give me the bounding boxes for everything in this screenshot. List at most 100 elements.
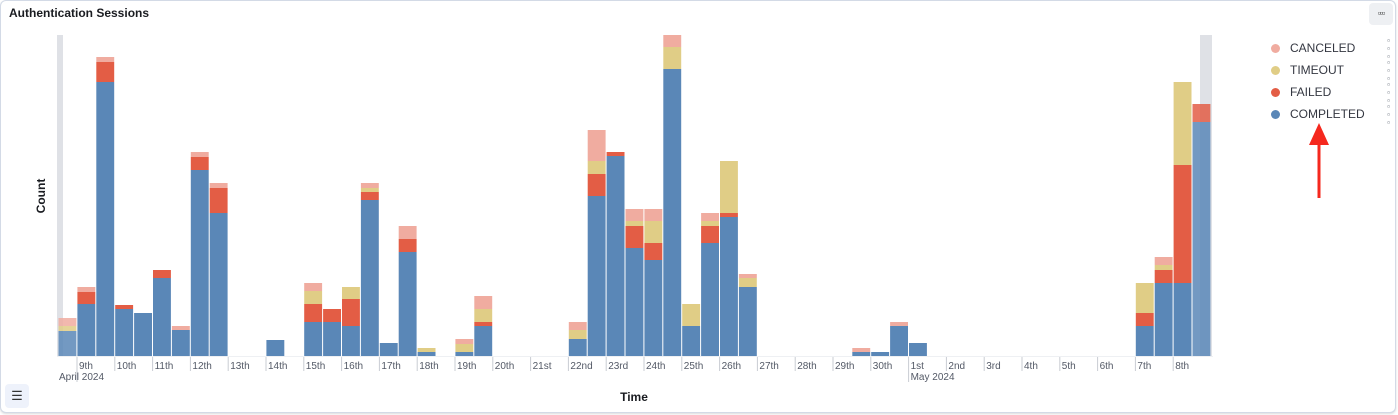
- legend-item-options-icon[interactable]: ▫▫▫: [1384, 80, 1393, 104]
- bar-segment-completed[interactable]: [171, 330, 190, 356]
- bar-segment-completed[interactable]: [379, 343, 398, 356]
- bar-segment-timeout[interactable]: [738, 278, 757, 287]
- bar-segment-canceled[interactable]: [209, 183, 228, 188]
- bar-segment-failed[interactable]: [323, 309, 341, 322]
- bar-segment-timeout[interactable]: [720, 161, 738, 213]
- bar-segment-failed[interactable]: [304, 304, 323, 322]
- bar-segment-completed[interactable]: [663, 69, 682, 356]
- bar-segment-timeout[interactable]: [474, 309, 493, 322]
- bar-segment-canceled[interactable]: [568, 322, 587, 330]
- bar-segment-canceled[interactable]: [852, 348, 871, 352]
- bar-segment-completed[interactable]: [190, 170, 209, 356]
- bar-segment-timeout[interactable]: [625, 221, 644, 226]
- bar-segment-failed[interactable]: [153, 270, 171, 278]
- bar-segment-canceled[interactable]: [474, 296, 493, 309]
- bar-segment-timeout[interactable]: [701, 221, 719, 226]
- bar-segment-canceled[interactable]: [890, 322, 908, 326]
- bar-segment-completed[interactable]: [398, 252, 417, 356]
- bar-segment-completed[interactable]: [625, 248, 644, 356]
- panel-options-button[interactable]: ▫▫▫: [1369, 3, 1393, 25]
- bar-segment-timeout[interactable]: [568, 330, 587, 339]
- bar-segment-failed[interactable]: [398, 239, 417, 252]
- bar-segment-failed[interactable]: [1135, 313, 1154, 326]
- bar-segment-failed[interactable]: [96, 62, 115, 82]
- bar-segment-failed[interactable]: [1173, 165, 1192, 283]
- bar-segment-timeout[interactable]: [644, 221, 663, 243]
- bar-segment-completed[interactable]: [209, 213, 228, 356]
- bar-segment-failed[interactable]: [606, 152, 625, 156]
- bar-segment-canceled[interactable]: [58, 318, 77, 326]
- bar-segment-completed[interactable]: [455, 352, 474, 356]
- bar-segment-canceled[interactable]: [738, 274, 757, 278]
- bar-segment-completed[interactable]: [701, 243, 719, 356]
- bar-segment-completed[interactable]: [606, 156, 625, 356]
- bar-segment-completed[interactable]: [871, 352, 890, 356]
- bar-segment-canceled[interactable]: [171, 326, 190, 330]
- bar-segment-failed[interactable]: [342, 299, 360, 326]
- bar-segment-timeout[interactable]: [342, 287, 360, 299]
- bar-segment-failed[interactable]: [587, 174, 606, 196]
- bar-segment-completed[interactable]: [1192, 122, 1211, 356]
- bar-segment-completed[interactable]: [417, 352, 436, 356]
- bar-segment-completed[interactable]: [1154, 283, 1173, 356]
- bar-segment-completed[interactable]: [682, 326, 701, 356]
- bar-segment-completed[interactable]: [738, 287, 757, 356]
- bar-segment-completed[interactable]: [1173, 283, 1192, 356]
- bar-segment-completed[interactable]: [644, 260, 663, 356]
- bar-segment-canceled[interactable]: [304, 283, 323, 291]
- bar-segment-completed[interactable]: [77, 304, 96, 356]
- bar-segment-completed[interactable]: [266, 340, 285, 356]
- legend-toggle-button[interactable]: ☰: [5, 384, 29, 408]
- bar-segment-canceled[interactable]: [96, 57, 115, 62]
- bar-segment-completed[interactable]: [909, 343, 927, 356]
- bar-segment-timeout[interactable]: [682, 304, 701, 326]
- bar-segment-completed[interactable]: [342, 326, 360, 356]
- bar-segment-canceled[interactable]: [190, 152, 209, 157]
- bar-segment-completed[interactable]: [304, 322, 323, 356]
- bar-segment-completed[interactable]: [474, 326, 493, 356]
- bar-segment-completed[interactable]: [890, 326, 908, 356]
- bar-segment-completed[interactable]: [115, 309, 134, 356]
- bar-segment-canceled[interactable]: [644, 209, 663, 221]
- bar-segment-timeout[interactable]: [455, 344, 474, 352]
- bar-segment-completed[interactable]: [568, 339, 587, 356]
- bar-segment-completed[interactable]: [153, 278, 171, 356]
- bar-segment-canceled[interactable]: [77, 287, 96, 292]
- bar-segment-failed[interactable]: [1192, 104, 1211, 122]
- bar-segment-completed[interactable]: [323, 322, 341, 356]
- bar-segment-timeout[interactable]: [1135, 283, 1154, 313]
- bar-segment-completed[interactable]: [720, 217, 738, 356]
- bar-segment-timeout[interactable]: [58, 326, 77, 331]
- bar-segment-failed[interactable]: [360, 192, 379, 200]
- legend-item-options-icon[interactable]: ▫▫▫: [1384, 58, 1393, 82]
- bar-segment-canceled[interactable]: [398, 226, 417, 239]
- bar-segment-completed[interactable]: [1135, 326, 1154, 356]
- bar-segment-failed[interactable]: [720, 213, 738, 217]
- bar-segment-timeout[interactable]: [360, 188, 379, 192]
- bar-segment-canceled[interactable]: [625, 209, 644, 221]
- bar-segment-failed[interactable]: [474, 322, 493, 326]
- bar-segment-failed[interactable]: [1154, 270, 1173, 283]
- bar-segment-completed[interactable]: [587, 196, 606, 356]
- bar-segment-timeout[interactable]: [304, 291, 323, 304]
- bar-segment-failed[interactable]: [190, 157, 209, 170]
- bar-segment-timeout[interactable]: [417, 348, 436, 352]
- bar-segment-canceled[interactable]: [1154, 257, 1173, 265]
- bar-segment-timeout[interactable]: [1173, 82, 1192, 165]
- legend-item-completed[interactable]: COMPLETED ▫▫▫: [1271, 102, 1393, 126]
- bar-segment-timeout[interactable]: [663, 47, 682, 69]
- legend-item-canceled[interactable]: CANCELED ▫▫▫: [1271, 36, 1393, 60]
- bar-segment-completed[interactable]: [134, 313, 152, 356]
- bar-segment-failed[interactable]: [209, 188, 228, 213]
- bar-segment-failed[interactable]: [644, 243, 663, 260]
- bar-segment-completed[interactable]: [360, 200, 379, 356]
- bar-segment-failed[interactable]: [625, 226, 644, 248]
- bar-segment-failed[interactable]: [701, 226, 719, 243]
- bar-segment-canceled[interactable]: [663, 35, 682, 47]
- bar-segment-failed[interactable]: [115, 305, 134, 309]
- bar-segment-canceled[interactable]: [360, 183, 379, 188]
- bar-segment-canceled[interactable]: [701, 213, 719, 221]
- legend-item-failed[interactable]: FAILED ▫▫▫: [1271, 80, 1393, 104]
- bar-segment-canceled[interactable]: [587, 130, 606, 161]
- bar-segment-completed[interactable]: [852, 352, 871, 356]
